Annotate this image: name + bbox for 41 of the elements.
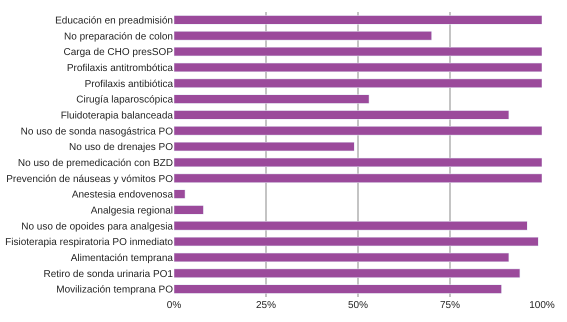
y-tick-label: Educación en preadmisión [55,15,173,26]
y-tick-label: Profilaxis antitrombótica [66,62,174,74]
y-tick-label: No uso de opoides para analgesia [21,221,174,232]
bar [174,284,502,294]
x-tick-label: 75% [440,300,460,311]
bar [174,268,520,278]
x-tick-label: 50% [348,300,368,311]
bar [174,31,432,40]
y-tick-label: No uso de sonda nasogástrica PO [20,126,174,138]
bar [174,126,542,136]
bar [174,158,542,168]
bar [174,189,186,199]
y-tick-label: Analgesia regional [90,205,173,216]
bar [174,252,510,262]
y-tick-label: Cirugía laparoscópica [76,94,174,106]
y-tick-label: Fisioterapia respiratoria PO inmediato [5,237,174,248]
bar [174,94,370,104]
x-tick-label: 0% [166,300,182,311]
y-tick-label: Alimentación temprana [70,252,174,264]
bar [174,221,528,230]
bar [174,15,542,25]
bar [174,205,204,215]
y-tick-label: Profilaxis antibiótica [84,78,174,90]
y-tick-label: No uso de premedicación con BZD [18,158,173,169]
bar [174,174,542,183]
bar [174,62,542,72]
y-tick-label: Movilización temprana PO [56,284,174,296]
bar [174,110,510,120]
bar [174,46,542,56]
bar [174,142,355,152]
bar [174,236,539,246]
y-tick-label: Prevención de náuseas y vómitos PO [6,174,174,185]
y-tick-label: No preparación de colon [64,31,173,42]
y-tick-label: Retiro de sonda urinaria PO1 [43,268,174,280]
y-tick-label: Anestesia endovenosa [72,190,174,201]
bar [174,78,542,88]
y-tick-label: Carga de CHO presSOP [64,47,174,58]
x-tick-label: 25% [256,300,276,311]
y-tick-label: No uso de drenajes PO [69,142,174,154]
x-tick-label: 100% [529,300,555,311]
y-tick-label: Fluidoterapia balanceada [60,110,174,122]
